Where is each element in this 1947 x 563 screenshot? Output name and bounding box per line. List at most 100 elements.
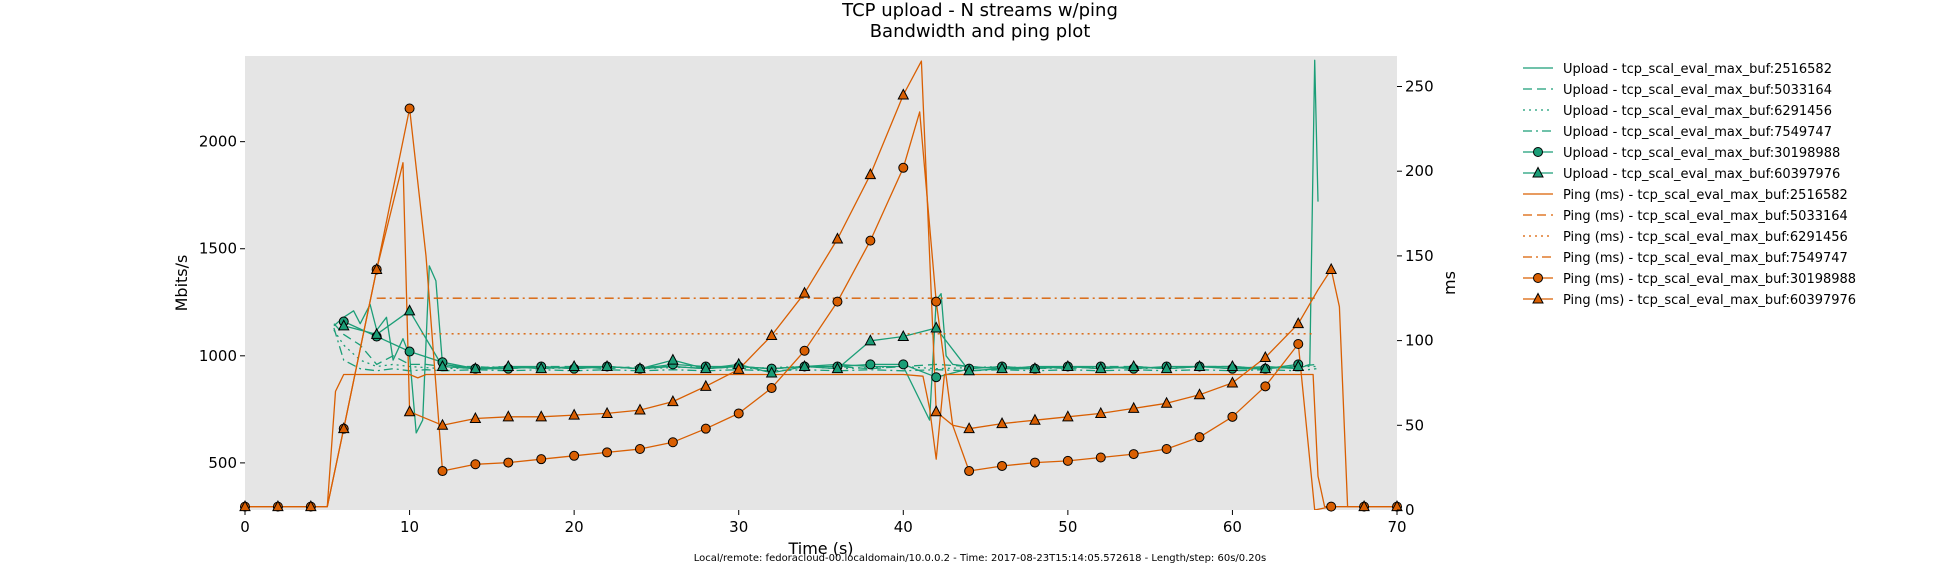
legend-label: Ping (ms) - tcp_scal_eval_max_buf:754974… xyxy=(1563,251,1848,266)
x-tick-label: 70 xyxy=(1387,518,1406,536)
series-11-marker xyxy=(503,457,514,468)
series-11-marker xyxy=(898,162,909,173)
x-tick-label: 40 xyxy=(894,518,913,536)
series-12-marker xyxy=(1226,376,1239,388)
series-12-marker xyxy=(535,410,548,422)
series-6-marker xyxy=(996,362,1008,374)
series-6-marker xyxy=(1160,362,1173,374)
y2-tick-label: 100 xyxy=(1405,332,1434,350)
series-11-marker xyxy=(569,450,580,461)
series-6-marker xyxy=(765,366,778,378)
series-6-marker xyxy=(1127,359,1140,372)
series-12-marker xyxy=(1358,500,1370,512)
marker-layer xyxy=(239,88,1403,512)
legend-marker xyxy=(1533,273,1543,283)
series-11-marker xyxy=(997,460,1008,471)
series-12-marker xyxy=(1325,262,1337,274)
y2-tick-label: 0 xyxy=(1405,501,1415,519)
series-6-marker xyxy=(337,319,350,331)
y-tick-label: 2000 xyxy=(199,133,237,151)
series-6-marker xyxy=(699,362,712,374)
series-6-marker xyxy=(1292,359,1305,372)
series-6-marker xyxy=(1094,362,1107,374)
chart-subtitle: Bandwidth and ping plot xyxy=(870,21,1091,42)
series-12-marker xyxy=(765,328,778,341)
series-12-marker xyxy=(897,88,910,100)
legend-label: Upload - tcp_scal_eval_max_buf:5033164 xyxy=(1563,83,1832,98)
series-12-marker xyxy=(436,418,449,430)
series-12-marker xyxy=(469,411,482,424)
series-5-marker xyxy=(865,359,876,370)
series-6-marker xyxy=(1193,359,1206,372)
series-11-marker xyxy=(470,459,481,470)
series-11-marker xyxy=(1161,444,1172,455)
series-6-marker xyxy=(930,321,943,333)
series-12-marker xyxy=(601,406,613,418)
legend-label: Ping (ms) - tcp_scal_eval_max_buf:629145… xyxy=(1563,230,1848,245)
y2-tick-label: 150 xyxy=(1405,247,1434,265)
series-12-marker xyxy=(403,405,416,417)
legend-label: Upload - tcp_scal_eval_max_buf:60397976 xyxy=(1563,167,1840,182)
series-line-5 xyxy=(343,320,1299,378)
series-12-marker xyxy=(699,379,712,391)
x-tick-label: 20 xyxy=(565,518,584,536)
legend-marker xyxy=(1533,147,1543,157)
axes-layer: 0 10 20 30 40 50 60 70 500 1000 1500 2000 0 50 100 150 2… xyxy=(199,77,1434,536)
series-11-marker xyxy=(1128,449,1139,460)
series-12-marker xyxy=(305,500,317,512)
series-6-marker xyxy=(798,359,811,372)
series-11-marker xyxy=(964,466,975,477)
series-6-marker xyxy=(1259,362,1272,374)
series-6-marker xyxy=(469,362,482,374)
plot-area xyxy=(245,56,1397,510)
series-6-marker xyxy=(1226,359,1239,372)
legend-label: Ping (ms) - tcp_scal_eval_max_buf:503316… xyxy=(1563,209,1848,224)
series-11-marker xyxy=(832,296,843,307)
series-5-marker xyxy=(931,372,942,383)
series-11-marker xyxy=(1293,338,1304,349)
series-12-marker xyxy=(1029,413,1041,425)
series-12-marker xyxy=(798,286,811,298)
series-6-marker xyxy=(1029,362,1041,374)
series-6-marker xyxy=(1062,359,1074,372)
series-11-marker xyxy=(602,447,613,458)
series-6-marker xyxy=(897,329,910,342)
y-tick-label: 1500 xyxy=(199,240,237,258)
series-11-marker xyxy=(1029,457,1040,468)
series-6-marker xyxy=(436,359,449,372)
series-line-3 xyxy=(333,329,1317,370)
y-tick-label: 1000 xyxy=(199,347,237,365)
x-axis-label: Time (s) xyxy=(787,539,853,558)
legend-label: Ping (ms) - tcp_scal_eval_max_buf:251658… xyxy=(1563,188,1848,203)
series-6-marker xyxy=(502,359,515,372)
x-tick-label: 0 xyxy=(240,518,250,536)
y-axis-label: Mbits/s xyxy=(172,255,191,312)
series-11-marker xyxy=(1227,411,1238,422)
x-tick-label: 60 xyxy=(1223,518,1242,536)
series-11-marker xyxy=(1260,381,1271,392)
legend-label: Upload - tcp_scal_eval_max_buf:30198988 xyxy=(1563,146,1840,161)
series-11-marker xyxy=(733,408,744,419)
y-tick-label: 500 xyxy=(208,454,237,472)
legend-label: Upload - tcp_scal_eval_max_buf:2516582 xyxy=(1563,62,1832,77)
legend: Upload - tcp_scal_eval_max_buf:2516582 Up… xyxy=(1523,62,1856,308)
series-12-marker xyxy=(732,362,745,374)
series-6-marker xyxy=(667,353,679,365)
series-12-marker xyxy=(1127,401,1140,413)
series-11-marker xyxy=(437,466,448,477)
y2-axis-label: ms xyxy=(1440,271,1459,295)
series-11-marker xyxy=(1326,501,1337,512)
series-11-marker xyxy=(865,235,876,246)
series-6-marker xyxy=(963,364,975,376)
series-5-marker xyxy=(404,346,415,357)
series-12-marker xyxy=(1193,388,1206,400)
series-6-marker xyxy=(568,359,580,372)
series-12-marker xyxy=(1292,317,1305,329)
series-11-marker xyxy=(1194,432,1205,443)
series-12-marker xyxy=(831,232,844,244)
y2-tick-label: 200 xyxy=(1405,162,1434,180)
legend-label: Ping (ms) - tcp_scal_eval_max_buf:301989… xyxy=(1563,272,1856,287)
series-6-marker xyxy=(403,304,416,316)
chart-title: TCP upload - N streams w/ping xyxy=(841,0,1118,21)
